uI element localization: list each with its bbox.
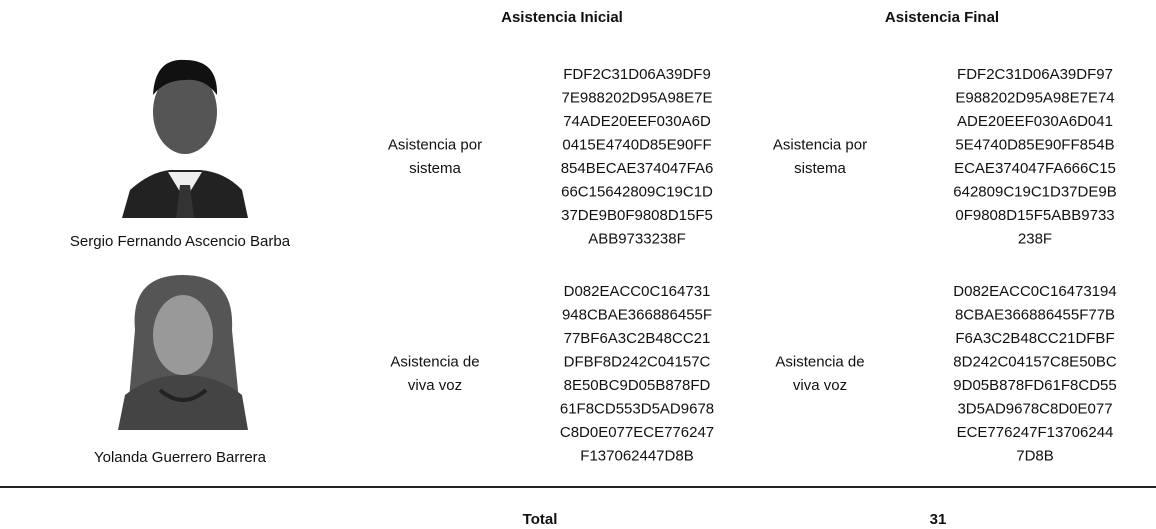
attendance-method: sistema [794, 160, 846, 177]
attendance-method: Asistencia por [388, 136, 482, 153]
hash-line: 0F9808D15F5ABB9733 [955, 207, 1114, 224]
hash-line: FDF2C31D06A39DF97 [957, 66, 1113, 83]
hash-line: 8D242C04157C8E50BC [953, 353, 1117, 370]
attendance-method: viva voz [793, 377, 847, 394]
hash-line: 7D8B [1016, 447, 1054, 464]
hash-line: 37DE9B0F9808D15F5 [561, 207, 713, 224]
hash-line: D082EACC0C164731 [564, 283, 711, 300]
hash-line: D082EACC0C16473194 [953, 283, 1116, 300]
page: Asistencia Inicial Asistencia Final Tota… [0, 0, 1156, 529]
attendance-method: Asistencia de [390, 353, 479, 370]
photo [120, 55, 250, 218]
header-initial: Asistencia Inicial [501, 9, 623, 26]
header-final: Asistencia Final [885, 9, 999, 26]
hash-line: 74ADE20EEF030A6D [563, 113, 711, 130]
hash-line: FDF2C31D06A39DF9 [563, 66, 711, 83]
hash-line: 8E50BC9D05B878FD [564, 377, 711, 394]
attendance-method: Asistencia de [775, 353, 864, 370]
hash-line: 66C15642809C19C1D [561, 183, 713, 200]
person-name: Sergio Fernando Ascencio Barba [70, 233, 291, 250]
hash-line: 8CBAE366886455F77B [955, 306, 1115, 323]
hash-line: DFBF8D242C04157C [564, 353, 711, 370]
hash-line: E988202D95A98E7E74 [955, 89, 1114, 106]
hash-line: 948CBAE366886455F [562, 306, 712, 323]
hash-line: 854BECAE374047FA6 [561, 160, 714, 177]
hash-line: 3D5AD9678C8D0E077 [957, 400, 1112, 417]
attendance-method: viva voz [408, 377, 462, 394]
hash-line: F6A3C2B48CC21DFBF [955, 330, 1114, 347]
hash-line: 61F8CD553D5AD9678 [560, 400, 714, 417]
total-label: Total [523, 511, 558, 528]
hash-line: 238F [1018, 230, 1052, 247]
photo [115, 272, 250, 430]
attendance-method: Asistencia por [773, 136, 867, 153]
person-name: Yolanda Guerrero Barrera [94, 449, 267, 466]
hash-line: C8D0E077ECE776247 [560, 424, 714, 441]
total-value: 31 [930, 511, 947, 528]
hash-line: 642809C19C1D37DE9B [953, 183, 1116, 200]
hash-line: 77BF6A3C2B48CC21 [564, 330, 711, 347]
hash-line: 5E4740D85E90FF854B [955, 136, 1114, 153]
hash-line: 7E988202D95A98E7E [562, 89, 713, 106]
attendance-method: sistema [409, 160, 461, 177]
hash-line: 9D05B878FD61F8CD55 [953, 377, 1116, 394]
hash-line: 0415E4740D85E90FF [562, 136, 711, 153]
hash-line: ECE776247F13706244 [957, 424, 1114, 441]
hash-line: ECAE374047FA666C15 [954, 160, 1116, 177]
hash-line: ABB9733238F [588, 230, 686, 247]
hash-line: ADE20EEF030A6D041 [957, 113, 1113, 130]
hash-line: F137062447D8B [580, 447, 693, 464]
